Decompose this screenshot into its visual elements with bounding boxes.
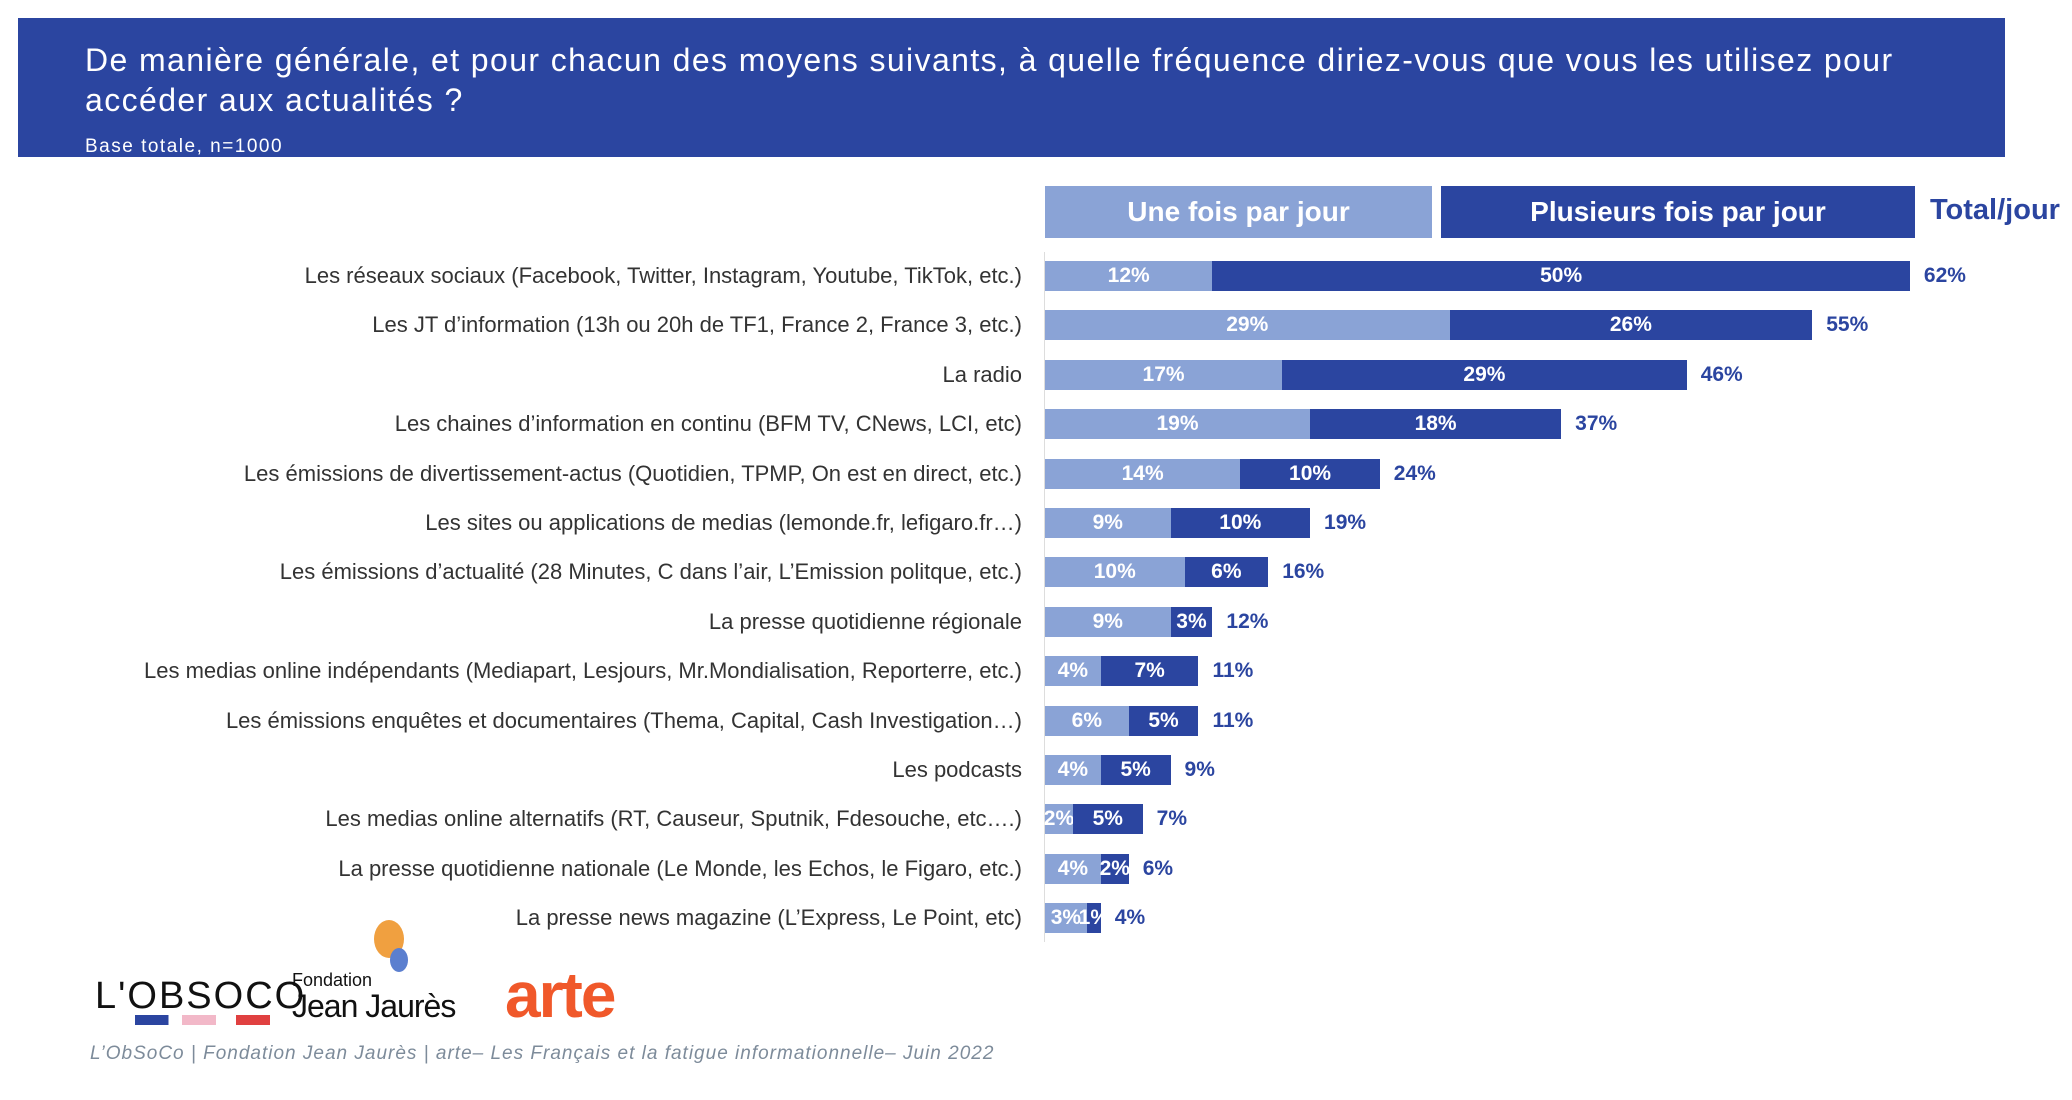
bar-several: 1% bbox=[1079, 903, 1109, 934]
category-label: Les sites ou applications de medias (lem… bbox=[425, 510, 1022, 535]
bar-once: 4% bbox=[1045, 853, 1101, 884]
legend-once: Une fois par jour bbox=[1045, 186, 1432, 238]
bar-once: 12% bbox=[1045, 261, 1213, 291]
category-label: Les JT d’information (13h ou 20h de TF1,… bbox=[372, 312, 1022, 338]
bar-several: 7% bbox=[1100, 656, 1199, 687]
total-value: 55% bbox=[1826, 313, 1869, 337]
total-value: 16% bbox=[1282, 560, 1325, 584]
obsoco-logo: L'OBSOCO bbox=[95, 975, 306, 1025]
total-value: 4% bbox=[1114, 906, 1146, 930]
category-label: La presse news magazine (L’Express, Le P… bbox=[515, 905, 1022, 931]
total-value: 37% bbox=[1575, 412, 1618, 436]
category-label: La presse quotidienne nationale (Le Mond… bbox=[338, 855, 1022, 881]
category-label: Les podcasts bbox=[892, 757, 1022, 782]
bar-several: 5% bbox=[1128, 705, 1199, 736]
bar-once: 4% bbox=[1045, 656, 1101, 687]
bar-once: 19% bbox=[1045, 409, 1311, 440]
bar-several: 3% bbox=[1170, 606, 1213, 637]
legend-several: Plusieurs fois par jour bbox=[1441, 186, 1915, 238]
total-value: 11% bbox=[1212, 659, 1254, 683]
bar-once: 14% bbox=[1045, 458, 1241, 489]
bar-several: 29% bbox=[1282, 359, 1687, 390]
bar-once: 17% bbox=[1045, 359, 1283, 390]
arte-logo: arte bbox=[505, 959, 616, 1031]
bar-once: 4% bbox=[1045, 755, 1101, 785]
bar-several: 50% bbox=[1212, 261, 1910, 291]
footer-source: L’ObSoCo | Fondation Jean Jaurès | arte–… bbox=[90, 1043, 995, 1064]
category-label: Les medias online alternatifs (RT, Cause… bbox=[325, 806, 1022, 832]
title-banner: De manière générale, et pour chacun des … bbox=[18, 18, 2005, 157]
total-value: 11% bbox=[1212, 708, 1254, 732]
total-value: 62% bbox=[1923, 264, 1966, 287]
bar-once: 9% bbox=[1045, 508, 1171, 538]
category-label: Les chaines d’information en continu (BF… bbox=[394, 411, 1022, 437]
category-label: Les medias online indépendants (Mediapar… bbox=[143, 658, 1022, 684]
bar-several: 26% bbox=[1449, 310, 1813, 341]
category-label: Les émissions d’actualité (28 Minutes, C… bbox=[279, 559, 1022, 585]
axis-line bbox=[1044, 252, 1045, 942]
chart-subtitle: Base totale, n=1000 bbox=[85, 136, 284, 157]
bar-once: 6% bbox=[1045, 705, 1129, 736]
total-value: 46% bbox=[1700, 362, 1743, 386]
bar-once: 9% bbox=[1045, 606, 1171, 637]
total-value: 19% bbox=[1324, 511, 1367, 534]
category-label: La presse quotidienne régionale bbox=[708, 608, 1022, 634]
bar-several: 5% bbox=[1072, 804, 1143, 835]
bar-once: 10% bbox=[1045, 557, 1185, 588]
chart-title: De manière générale, et pour chacun des … bbox=[85, 42, 1894, 118]
bar-once: 3% bbox=[1045, 903, 1087, 934]
total-value: 12% bbox=[1226, 609, 1269, 633]
total-value: 6% bbox=[1142, 856, 1174, 880]
legend-total: Total/jour bbox=[1930, 194, 2060, 226]
total-value: 7% bbox=[1156, 807, 1187, 831]
category-label: Les émissions enquêtes et documentaires … bbox=[225, 707, 1022, 733]
bar-several: 10% bbox=[1170, 508, 1311, 538]
total-value: 24% bbox=[1393, 461, 1436, 485]
total-value: 9% bbox=[1184, 758, 1215, 781]
category-label: La radio bbox=[942, 361, 1022, 387]
category-label: Les réseaux sociaux (Facebook, Twitter, … bbox=[304, 263, 1022, 288]
bar-several: 6% bbox=[1184, 557, 1269, 588]
bar-several: 18% bbox=[1310, 409, 1562, 440]
category-label: Les émissions de divertissement-actus (Q… bbox=[243, 460, 1022, 486]
bar-several: 5% bbox=[1100, 755, 1171, 785]
bar-once: 2% bbox=[1044, 804, 1074, 835]
bar-several: 10% bbox=[1240, 458, 1380, 489]
bar-once: 29% bbox=[1045, 310, 1450, 341]
bar-several: 2% bbox=[1100, 853, 1130, 884]
